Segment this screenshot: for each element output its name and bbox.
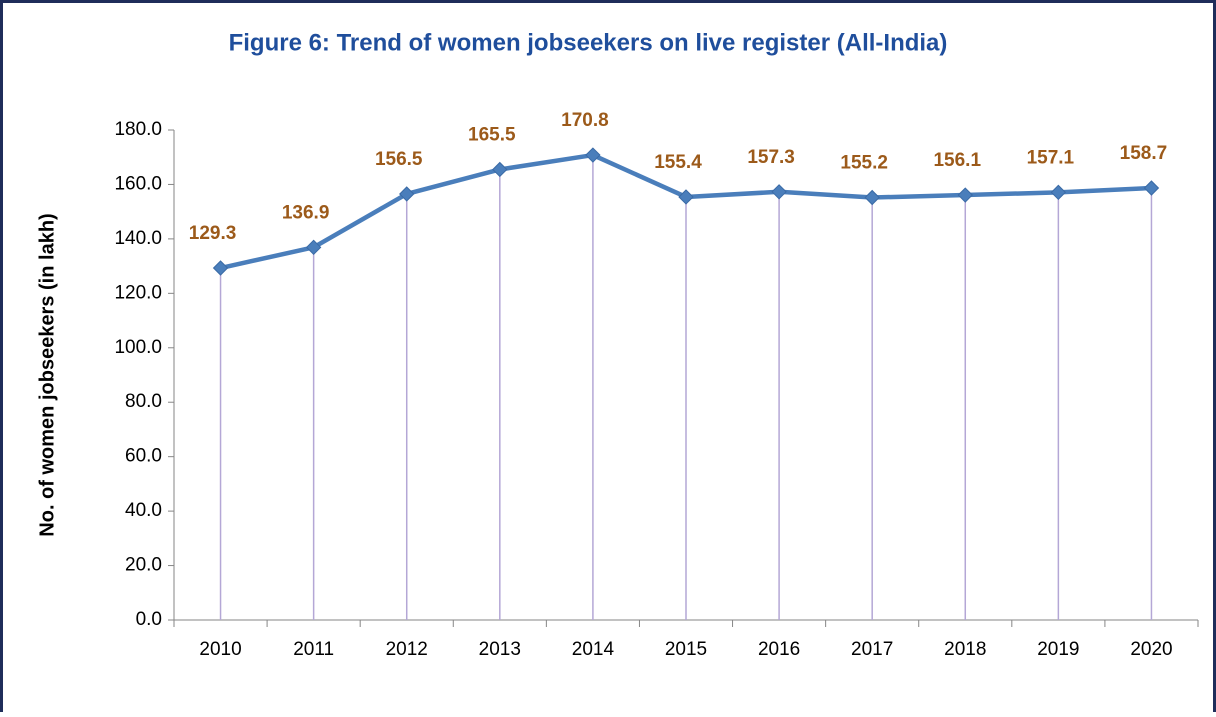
x-tick-label: 2020 (1130, 639, 1172, 660)
data-label: 156.1 (933, 150, 981, 171)
marker (957, 187, 973, 203)
marker (212, 260, 229, 276)
x-tick-label: 2014 (572, 639, 615, 660)
marker (1050, 184, 1067, 201)
x-tick-label: 2018 (944, 639, 986, 660)
chart-title: Figure 6: Trend of women jobseekers on l… (229, 29, 948, 56)
data-label: 129.3 (189, 223, 237, 244)
x-tick-label: 2013 (479, 639, 521, 660)
y-tick-label: 100.0 (114, 337, 162, 358)
marker (771, 184, 787, 200)
data-label: 157.3 (747, 147, 795, 168)
marker (492, 161, 508, 178)
y-axis-label: No. of women jobseekers (in lakh) (36, 213, 58, 536)
x-tick-label: 2016 (758, 639, 800, 660)
x-tick-label: 2011 (293, 639, 334, 660)
y-tick-label: 20.0 (125, 555, 162, 576)
data-label: 156.5 (375, 149, 423, 170)
y-tick-label: 40.0 (125, 500, 162, 521)
y-tick-label: 60.0 (125, 446, 162, 467)
data-label: 158.7 (1120, 143, 1168, 164)
data-label: 157.1 (1027, 147, 1075, 168)
y-tick-label: 180.0 (114, 119, 162, 140)
marker (305, 239, 322, 256)
marker (399, 186, 415, 202)
data-label: 136.9 (282, 202, 330, 223)
y-tick-label: 120.0 (114, 282, 162, 303)
y-tick-label: 140.0 (114, 228, 162, 249)
marker (585, 147, 601, 163)
data-label: 165.5 (468, 124, 516, 145)
y-tick-label: 0.0 (136, 609, 162, 630)
x-tick-label: 2010 (199, 639, 241, 660)
marker (1143, 180, 1160, 196)
x-tick-label: 2015 (665, 639, 707, 660)
x-tick-label: 2019 (1037, 639, 1079, 660)
data-label: 155.4 (654, 152, 702, 173)
data-label: 170.8 (561, 110, 609, 131)
data-label: 155.2 (840, 153, 888, 174)
y-tick-label: 80.0 (125, 391, 162, 412)
marker (864, 189, 880, 206)
x-tick-label: 2012 (386, 639, 428, 660)
x-tick-label: 2017 (851, 639, 893, 660)
y-tick-label: 160.0 (114, 173, 162, 194)
marker (678, 189, 694, 205)
